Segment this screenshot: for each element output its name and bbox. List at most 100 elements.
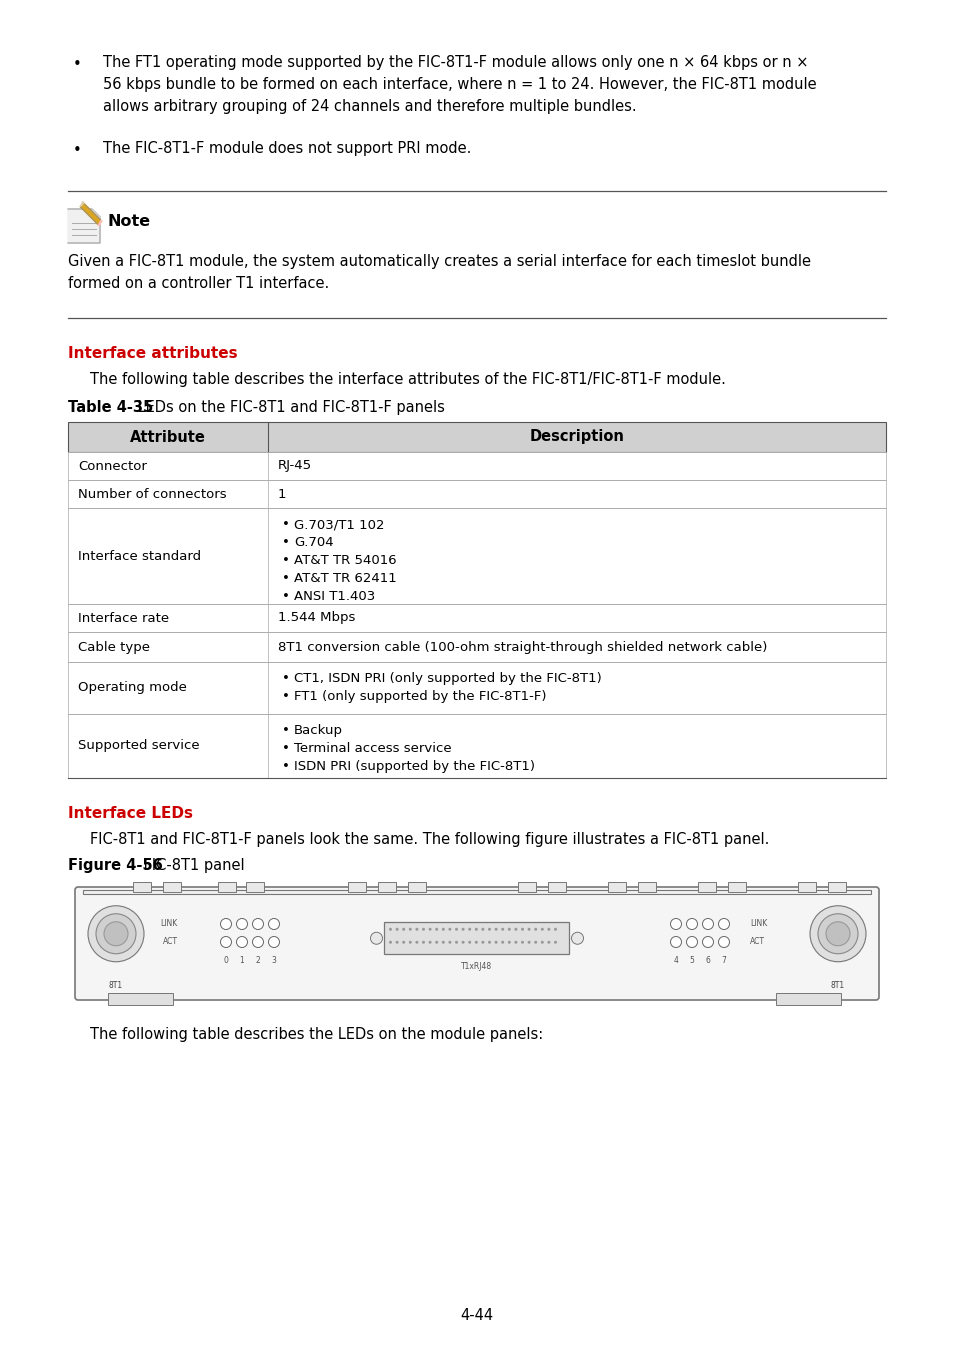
Circle shape bbox=[468, 927, 471, 930]
Polygon shape bbox=[68, 209, 100, 243]
Text: •: • bbox=[282, 536, 290, 549]
Bar bbox=[68, 452, 885, 481]
Text: ANSI T1.403: ANSI T1.403 bbox=[294, 590, 375, 603]
Bar bbox=[607, 882, 625, 892]
Circle shape bbox=[527, 941, 530, 944]
Text: AT&T TR 54016: AT&T TR 54016 bbox=[294, 554, 396, 567]
Circle shape bbox=[507, 941, 510, 944]
Circle shape bbox=[236, 937, 247, 948]
Text: The FT1 operating mode supported by the FIC-8T1-F module allows only one n × 64 : The FT1 operating mode supported by the … bbox=[103, 55, 807, 70]
Circle shape bbox=[461, 927, 464, 930]
Text: FIC-8T1 and FIC-8T1-F panels look the same. The following figure illustrates a F: FIC-8T1 and FIC-8T1-F panels look the sa… bbox=[90, 832, 768, 846]
Text: RJ-45: RJ-45 bbox=[277, 459, 312, 472]
Text: FT1 (only supported by the FIC-8T1-F): FT1 (only supported by the FIC-8T1-F) bbox=[294, 690, 546, 703]
Bar bbox=[68, 603, 885, 632]
Text: The following table describes the LEDs on the module panels:: The following table describes the LEDs o… bbox=[90, 1027, 542, 1042]
Circle shape bbox=[670, 937, 680, 948]
Bar bbox=[377, 882, 395, 892]
Circle shape bbox=[370, 933, 382, 944]
Text: 8T1: 8T1 bbox=[109, 980, 123, 990]
Bar bbox=[68, 423, 885, 452]
Text: Description: Description bbox=[529, 429, 624, 444]
Bar bbox=[547, 882, 565, 892]
Circle shape bbox=[481, 941, 484, 944]
Bar bbox=[163, 882, 181, 892]
Text: Backup: Backup bbox=[294, 724, 343, 737]
Text: 4: 4 bbox=[673, 956, 678, 965]
Text: Operating mode: Operating mode bbox=[78, 682, 187, 694]
Text: LINK: LINK bbox=[749, 919, 766, 929]
Text: allows arbitrary grouping of 24 channels and therefore multiple bundles.: allows arbitrary grouping of 24 channels… bbox=[103, 99, 636, 113]
Circle shape bbox=[96, 914, 136, 953]
Text: •: • bbox=[282, 743, 290, 755]
Bar bbox=[83, 890, 870, 894]
Circle shape bbox=[395, 927, 398, 930]
Text: Interface rate: Interface rate bbox=[78, 612, 169, 625]
Bar bbox=[68, 714, 885, 778]
Circle shape bbox=[534, 927, 537, 930]
Circle shape bbox=[534, 941, 537, 944]
Text: Interface attributes: Interface attributes bbox=[68, 346, 237, 360]
Circle shape bbox=[448, 941, 451, 944]
Text: Table 4-35: Table 4-35 bbox=[68, 400, 153, 414]
Circle shape bbox=[461, 941, 464, 944]
Bar bbox=[348, 882, 366, 892]
Circle shape bbox=[395, 941, 398, 944]
Text: Figure 4-56: Figure 4-56 bbox=[68, 859, 163, 873]
Polygon shape bbox=[98, 220, 102, 225]
Bar bbox=[68, 632, 885, 662]
Circle shape bbox=[547, 941, 550, 944]
Circle shape bbox=[686, 918, 697, 930]
Bar bbox=[408, 882, 426, 892]
Polygon shape bbox=[80, 204, 102, 224]
Circle shape bbox=[468, 941, 471, 944]
Text: •: • bbox=[282, 672, 290, 684]
Text: 7: 7 bbox=[720, 956, 725, 965]
Circle shape bbox=[441, 941, 444, 944]
Text: Number of connectors: Number of connectors bbox=[78, 487, 227, 501]
Circle shape bbox=[527, 927, 530, 930]
Text: The following table describes the interface attributes of the FIC-8T1/FIC-8T1-F : The following table describes the interf… bbox=[90, 373, 725, 387]
Circle shape bbox=[441, 927, 444, 930]
Circle shape bbox=[817, 914, 857, 953]
Circle shape bbox=[825, 922, 849, 946]
Circle shape bbox=[455, 927, 457, 930]
Circle shape bbox=[389, 941, 392, 944]
Circle shape bbox=[540, 941, 543, 944]
Bar bbox=[132, 882, 151, 892]
Circle shape bbox=[701, 937, 713, 948]
Text: ACT: ACT bbox=[163, 937, 178, 946]
Bar bbox=[384, 922, 569, 954]
Circle shape bbox=[268, 918, 279, 930]
Circle shape bbox=[475, 941, 477, 944]
Circle shape bbox=[809, 906, 865, 961]
Text: FIC-8T1 panel: FIC-8T1 panel bbox=[139, 859, 245, 873]
Text: Supported service: Supported service bbox=[78, 740, 199, 752]
Text: ISDN PRI (supported by the FIC-8T1): ISDN PRI (supported by the FIC-8T1) bbox=[294, 760, 535, 774]
Text: •: • bbox=[282, 724, 290, 737]
Text: Attribute: Attribute bbox=[130, 429, 206, 444]
Circle shape bbox=[435, 941, 437, 944]
Circle shape bbox=[428, 927, 431, 930]
Text: •: • bbox=[73, 57, 82, 72]
Polygon shape bbox=[91, 209, 100, 217]
Circle shape bbox=[236, 918, 247, 930]
Circle shape bbox=[421, 927, 424, 930]
FancyBboxPatch shape bbox=[75, 887, 878, 1000]
Bar bbox=[775, 994, 841, 1004]
Text: Connector: Connector bbox=[78, 459, 147, 472]
Text: 1: 1 bbox=[239, 956, 244, 965]
Circle shape bbox=[718, 937, 729, 948]
Circle shape bbox=[507, 927, 510, 930]
Circle shape bbox=[435, 927, 437, 930]
Polygon shape bbox=[80, 201, 84, 207]
Circle shape bbox=[268, 937, 279, 948]
Circle shape bbox=[571, 933, 583, 944]
Circle shape bbox=[701, 918, 713, 930]
Circle shape bbox=[500, 941, 504, 944]
Circle shape bbox=[104, 922, 128, 946]
Text: 5: 5 bbox=[689, 956, 694, 965]
Text: 8T1 conversion cable (100-ohm straight-through shielded network cable): 8T1 conversion cable (100-ohm straight-t… bbox=[277, 640, 766, 653]
Bar bbox=[68, 508, 885, 603]
Text: 8T1: 8T1 bbox=[830, 980, 844, 990]
